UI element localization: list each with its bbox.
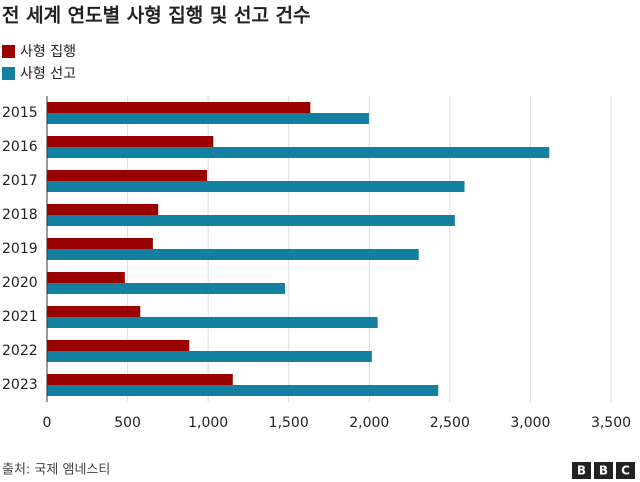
y-tick-label: 2017 bbox=[2, 173, 38, 189]
x-tick-label: 2,500 bbox=[430, 415, 470, 431]
y-tick-label: 2016 bbox=[2, 139, 38, 155]
bar bbox=[47, 249, 419, 260]
logo-letter: B bbox=[599, 464, 608, 478]
chart-title: 전 세계 연도별 사형 집행 및 선고 건수 bbox=[2, 5, 311, 27]
bar bbox=[47, 306, 141, 317]
y-tick-label: 2019 bbox=[2, 241, 38, 257]
source: 출처: 국제 앰네스티 bbox=[2, 463, 110, 478]
bar bbox=[47, 351, 372, 362]
legend-swatch bbox=[2, 67, 15, 80]
bar bbox=[47, 272, 125, 283]
y-tick-label: 2021 bbox=[2, 309, 38, 325]
x-tick-label: 1,000 bbox=[188, 415, 228, 431]
x-tick-label: 0 bbox=[43, 415, 52, 431]
x-tick-label: 3,500 bbox=[591, 415, 631, 431]
logo-box bbox=[616, 462, 635, 479]
y-tick-label: 2020 bbox=[2, 275, 38, 291]
y-tick-label: 2022 bbox=[2, 343, 38, 359]
bar bbox=[47, 136, 214, 147]
x-tick-label: 3,000 bbox=[510, 415, 550, 431]
logo-letter: B bbox=[577, 464, 586, 478]
y-tick-label: 2023 bbox=[2, 377, 38, 393]
bar bbox=[47, 204, 159, 215]
bar bbox=[47, 340, 190, 351]
bar bbox=[47, 113, 369, 124]
legend-label: 사형 집행 bbox=[20, 44, 76, 60]
x-tick-label: 1,500 bbox=[269, 415, 309, 431]
logo-box bbox=[594, 462, 613, 479]
bar bbox=[47, 238, 153, 249]
bar bbox=[47, 102, 311, 113]
x-tick-label: 2,000 bbox=[349, 415, 389, 431]
bar bbox=[47, 317, 378, 328]
logo-letter: C bbox=[621, 464, 630, 478]
bar bbox=[47, 147, 550, 158]
legend-swatch bbox=[2, 45, 15, 58]
bar bbox=[47, 181, 465, 192]
y-tick-label: 2015 bbox=[2, 105, 38, 121]
bar bbox=[47, 374, 233, 385]
bar bbox=[47, 385, 439, 396]
x-tick-label: 500 bbox=[114, 415, 141, 431]
y-tick-label: 2018 bbox=[2, 207, 38, 223]
bar bbox=[47, 283, 286, 294]
legend-label: 사형 선고 bbox=[20, 66, 76, 82]
bar bbox=[47, 170, 208, 181]
logo-box bbox=[572, 462, 591, 479]
bar bbox=[47, 215, 455, 226]
